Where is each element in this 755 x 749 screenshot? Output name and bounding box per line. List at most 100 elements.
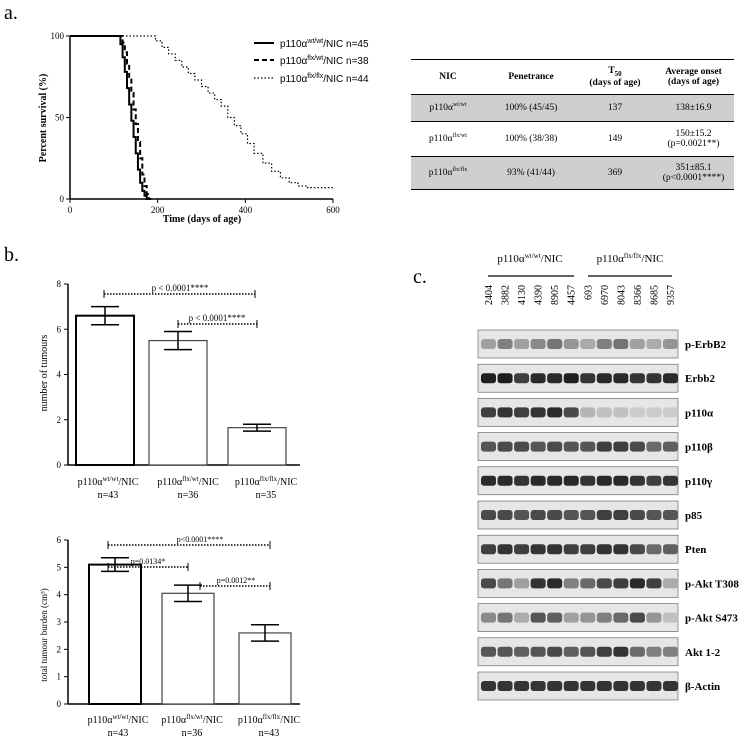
lane-label: 8043 xyxy=(616,285,627,305)
category-n: n=35 xyxy=(256,490,277,501)
blot-band xyxy=(514,475,530,486)
lane-label: 4457 xyxy=(567,285,578,305)
blot-band xyxy=(596,612,612,623)
blot-band xyxy=(481,544,496,555)
table-cell-onset: 150±15.2 (p=0.0021**) xyxy=(653,121,734,157)
blot-band xyxy=(613,544,629,555)
blot-band xyxy=(497,407,513,418)
table-row: p110αflx/flx 93% (41/44) 369 351±85.1 (p<… xyxy=(411,156,734,190)
panel-label-c: c. xyxy=(413,266,427,288)
blot-band xyxy=(530,544,546,555)
burden-category-labels: p110αwt/wt/NIC n=43 p110αflx/wt/NIC n=36… xyxy=(88,713,301,739)
y-tick-label: 0 xyxy=(60,194,65,204)
blot-band xyxy=(663,612,678,623)
blot-strip: p-ErbB2 xyxy=(477,329,726,359)
blot-band xyxy=(646,373,662,384)
blot-band xyxy=(596,373,612,384)
bar xyxy=(227,427,287,466)
blot-band xyxy=(497,510,513,520)
blot-band xyxy=(663,578,678,589)
table-cell-penetrance: 93% (41/44) xyxy=(485,156,577,190)
blot-band xyxy=(481,578,496,589)
blot-band xyxy=(613,510,629,520)
y-tick-label: 5 xyxy=(57,562,62,572)
blot-band xyxy=(481,646,496,657)
bar xyxy=(148,339,208,466)
legend-label-flxwt: p110αflx/wt/NIC n=38 xyxy=(280,55,369,67)
blot-band xyxy=(563,475,579,486)
x-tick-label: 200 xyxy=(151,205,165,215)
blot-band xyxy=(514,407,530,418)
survival-curve-dashed xyxy=(70,35,152,200)
blot-band xyxy=(596,510,612,520)
blot-band xyxy=(514,510,530,520)
blot-band xyxy=(514,339,530,349)
tumour-category-labels: p110αwt/wt/NIC n=43 p110αflx/wt/NIC n=36… xyxy=(78,475,298,501)
blot-band xyxy=(646,510,662,520)
blot-band xyxy=(563,612,579,623)
blot-strip: p110β xyxy=(477,432,713,461)
blot-band xyxy=(547,612,563,623)
blot-band xyxy=(629,475,645,486)
category-n: n=43 xyxy=(259,728,280,739)
survival-chart: Percent survival (%) Time (days of age) … xyxy=(38,31,369,225)
category-n: n=43 xyxy=(98,490,119,501)
blot-band xyxy=(497,373,513,384)
table-row: p110αwt/wt 100% (45/45) 137 138±16.9 xyxy=(411,94,734,122)
x-tick-label: 400 xyxy=(239,205,253,215)
blot-band xyxy=(613,339,629,349)
table-cell-penetrance: 100% (45/45) xyxy=(485,94,577,122)
blot-strip: p110γ xyxy=(477,466,712,496)
y-tick-label: 0 xyxy=(57,699,62,709)
lane-label: 8685 xyxy=(649,285,660,305)
blot-band xyxy=(646,407,662,418)
blot-band xyxy=(646,646,662,657)
blot-band xyxy=(596,475,612,486)
survival-axes: 0 50 100 0 200 400 600 xyxy=(51,31,341,215)
blot-band xyxy=(563,510,579,520)
table-header-nic: NIC xyxy=(411,59,485,95)
blot-band xyxy=(580,373,596,384)
protein-label: Pten xyxy=(685,544,706,556)
blot-band xyxy=(613,475,629,486)
category-label: p110αwt/wt/NIC xyxy=(78,475,139,488)
blot-band xyxy=(646,475,662,486)
blot-band xyxy=(663,544,678,555)
category-label: p110αflx/wt/NIC xyxy=(157,475,219,488)
blot-band xyxy=(514,578,530,589)
survival-x-axis-label: Time (days of age) xyxy=(163,214,241,225)
blot-band xyxy=(481,681,496,691)
sig-label: p < 0.0001**** xyxy=(152,283,209,293)
blot-band xyxy=(547,373,563,384)
table-cell-genotype: p110αflx/flx xyxy=(411,156,485,190)
y-tick-label: 6 xyxy=(57,324,62,334)
blot-band xyxy=(613,373,629,384)
table-cell-penetrance: 100% (38/38) xyxy=(485,121,577,157)
blot-band xyxy=(563,441,579,452)
blot-band xyxy=(497,339,513,349)
lane-label: 6970 xyxy=(600,285,611,305)
blot-lane-labels: 2404 3882 4130 4390 8905 4457 693 6970 8043 8366 8… xyxy=(484,285,677,305)
legend-label-wtwt: p110αwt/wt/NIC n=45 xyxy=(280,38,369,50)
blot-strip: Erbb2 xyxy=(477,363,715,393)
table-cell-t50: 149 xyxy=(577,121,653,157)
blot-band xyxy=(663,510,678,520)
blot-band xyxy=(530,681,546,691)
blot-band xyxy=(530,407,546,418)
blot-band xyxy=(646,544,662,555)
blot-band xyxy=(514,544,530,555)
y-tick-label: 3 xyxy=(57,617,62,627)
blot-band xyxy=(497,475,513,486)
blot-band xyxy=(481,339,496,349)
blot-strip: Pten xyxy=(477,534,706,564)
lane-label: 9357 xyxy=(666,285,677,305)
blot-band xyxy=(629,544,645,555)
blot-band xyxy=(596,407,612,418)
blot-band xyxy=(629,373,645,384)
table-row: p110αflx/wt 100% (38/38) 149 150±15.2 (p=… xyxy=(411,121,734,157)
blot-group-label-flxflx: p110αflx/flx/NIC xyxy=(597,252,664,265)
protein-label: Erbb2 xyxy=(685,373,715,385)
y-tick-label: 6 xyxy=(57,535,62,545)
blot-band xyxy=(580,475,596,486)
blot-band xyxy=(530,578,546,589)
